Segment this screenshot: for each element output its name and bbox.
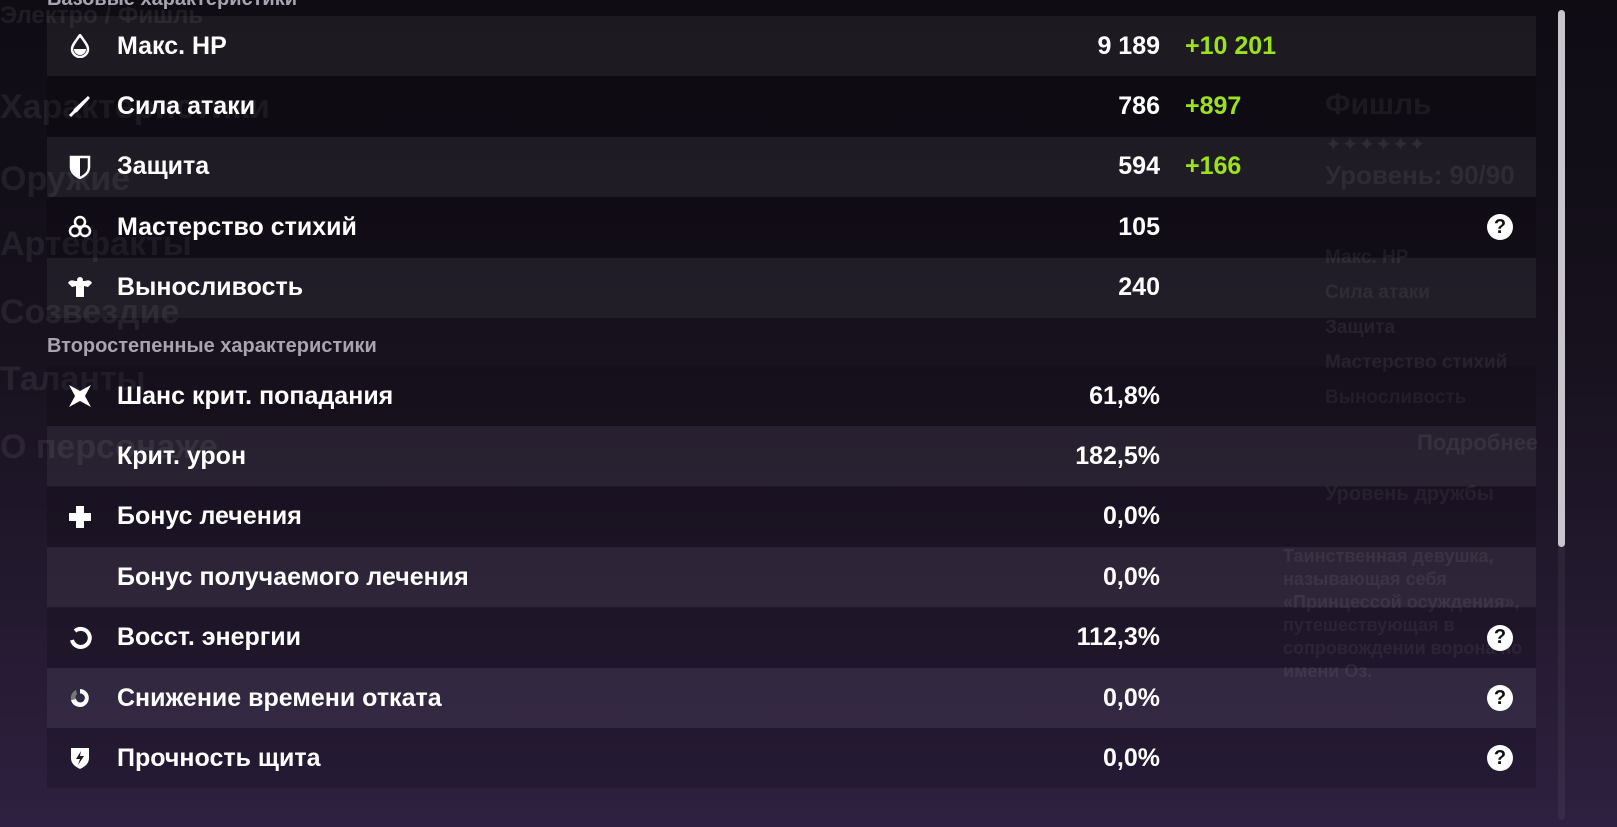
elemental-mastery-icon	[67, 214, 93, 240]
stat-value: 182,5%	[1075, 441, 1160, 470]
stat-row: Снижение времени отката 0,0%?	[47, 668, 1536, 728]
bg-nav-item: О персонаже	[0, 428, 218, 466]
stat-bonus: +10 201	[1185, 31, 1277, 60]
stat-value: 786	[1118, 91, 1160, 120]
stat-row: Крит. урон 182,5%	[47, 426, 1536, 487]
stat-bonus: +897	[1185, 91, 1242, 120]
drop-icon	[67, 33, 93, 59]
stat-row: Макс. HP 9 189 +10 201	[47, 16, 1536, 76]
stat-value: 240	[1118, 273, 1160, 302]
bg-desc-line: путешествующая в	[1283, 615, 1455, 635]
stat-label: Бонус лечения	[117, 502, 302, 531]
stat-value: 112,3%	[1076, 623, 1160, 652]
stat-label: Крит. урон	[117, 441, 247, 470]
help-icon[interactable]: ?	[1487, 624, 1513, 651]
shield-strength-icon	[67, 745, 93, 771]
stat-row: Защита 594 +166	[47, 136, 1536, 197]
bg-stats: Макс. HP Сила атаки Защита Мастерство ст…	[1325, 240, 1507, 415]
healing-icon	[67, 504, 93, 530]
bg-description: Таинственная девушка, называющая себя «П…	[1283, 545, 1522, 683]
bg-friendship: Уровень дружбы	[1325, 483, 1494, 505]
bg-desc-line: Таинственная девушка,	[1283, 546, 1494, 566]
stat-row: Выносливость 240	[47, 257, 1536, 318]
stat-value: 61,8%	[1089, 381, 1160, 410]
bg-nav-item: Характеристики	[0, 88, 270, 126]
cooldown-icon	[67, 685, 93, 711]
stat-row: Восст. энергии 112,3%?	[47, 607, 1536, 668]
bg-stat: Выносливость	[1325, 387, 1467, 408]
bg-nav-item: Оружие	[0, 160, 131, 198]
bg-nav-item: Созвездие	[0, 293, 180, 331]
help-icon[interactable]: ?	[1487, 685, 1513, 711]
stat-row: Прочность щита 0,0%?	[47, 728, 1536, 789]
bg-desc-line: имени Оз.	[1283, 661, 1373, 681]
shield-icon	[67, 154, 93, 180]
stat-label: Сила атаки	[117, 91, 256, 120]
stat-value: 9 189	[1097, 31, 1160, 60]
stat-row: Сила атаки 786 +897	[47, 76, 1536, 137]
bg-stat: Защита	[1325, 317, 1396, 338]
crit-icon	[67, 383, 93, 409]
bg-nav-item: Артефакты	[0, 225, 192, 263]
bg-level: Уровень: 90/90	[1325, 160, 1515, 190]
stat-label: Прочность щита	[117, 743, 321, 772]
stat-label: Защита	[117, 152, 210, 181]
stat-value: 105	[1118, 212, 1160, 241]
stat-value: 0,0%	[1103, 743, 1160, 772]
bg-breadcrumb: Электро / Фишль	[0, 2, 204, 29]
advanced-section-title: Второстепенные характеристики	[47, 335, 377, 357]
bg-desc-line: называющая себя	[1283, 569, 1447, 589]
stat-label: Снижение времени отката	[117, 683, 442, 712]
bg-stars: ✦✦✦✦✦✦	[1325, 134, 1426, 156]
stat-bonus: +166	[1185, 152, 1242, 181]
sword-icon	[67, 93, 93, 119]
stat-label: Мастерство стихий	[117, 212, 357, 241]
energy-recharge-icon	[67, 625, 93, 651]
stamina-icon	[67, 275, 93, 301]
bg-character-name: Фишль	[1325, 88, 1432, 121]
bg-stat: Макс. HP	[1325, 247, 1409, 268]
stat-value: 594	[1118, 152, 1160, 181]
bg-stat: Сила атаки	[1325, 282, 1430, 303]
help-icon[interactable]: ?	[1487, 214, 1513, 241]
stat-label: Шанс крит. попадания	[117, 381, 394, 410]
stat-value: 0,0%	[1103, 683, 1160, 712]
bg-details-button: Подробнее	[1417, 430, 1539, 455]
base-section-title: Базовые характеристики	[47, 0, 297, 11]
stat-row: Шанс крит. попадания 61,8%	[47, 366, 1536, 426]
stat-row: Бонус лечения 0,0%	[47, 486, 1536, 547]
stat-label: Макс. HP	[117, 31, 227, 60]
bg-stat: Мастерство стихий	[1325, 352, 1508, 373]
stat-label: Выносливость	[117, 273, 304, 302]
stat-row: Бонус получаемого лечения 0,0%	[47, 547, 1536, 608]
help-icon[interactable]: ?	[1487, 745, 1513, 772]
bg-desc-line: сопровождении ворона по	[1283, 638, 1523, 658]
stat-value: 0,0%	[1103, 562, 1160, 591]
scrollbar-thumb[interactable]	[1558, 10, 1565, 547]
stat-value: 0,0%	[1103, 502, 1160, 531]
stat-label: Восст. энергии	[117, 623, 301, 652]
stat-label: Бонус получаемого лечения	[117, 562, 469, 591]
bg-desc-line: «Принцессой осуждения»,	[1283, 592, 1520, 612]
stat-row: Мастерство стихий 105?	[47, 197, 1536, 258]
